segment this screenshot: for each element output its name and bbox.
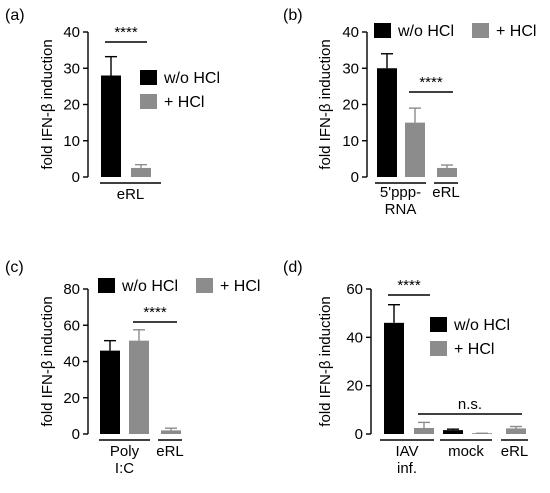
x-group-label: eRL [501, 443, 529, 460]
y-tick-label: 20 [63, 390, 80, 407]
significance-label: n.s. [458, 396, 482, 413]
legend-label: + HCl [454, 341, 494, 358]
legend-label: w/o HCl [453, 317, 510, 334]
legend-label: + HCl [220, 278, 260, 295]
bar [405, 122, 425, 177]
legend-swatch [140, 70, 157, 85]
bar [443, 430, 463, 434]
y-tick-label: 30 [63, 60, 80, 77]
x-group-label: eRL [156, 443, 184, 460]
y-tick-label: 0 [72, 426, 80, 443]
bar [129, 340, 149, 434]
bar [101, 75, 121, 177]
legend-label: w/o HCl [163, 70, 220, 87]
legend-label: + HCl [164, 94, 204, 111]
y-axis-label: fold IFN-β induction [39, 296, 56, 426]
legend-swatch [430, 317, 447, 332]
y-tick-label: 20 [342, 97, 359, 114]
y-tick-label: 40 [346, 329, 363, 346]
panel-label: (c) [5, 259, 24, 276]
legend-label: w/o HCl [397, 23, 454, 40]
y-axis-label: fold IFN-β induction [39, 39, 56, 169]
y-tick-label: 20 [346, 378, 363, 395]
y-tick-label: 80 [63, 281, 80, 298]
significance-label: **** [114, 24, 138, 41]
significance-label: **** [397, 277, 421, 294]
x-group-label: eRL [117, 186, 145, 203]
bar [437, 167, 457, 177]
y-tick-label: 60 [63, 317, 80, 334]
panel-label: (b) [283, 7, 303, 24]
y-tick-label: 10 [342, 133, 359, 150]
y-axis-label: fold IFN-β induction [317, 296, 334, 426]
legend-label: w/o HCl [121, 278, 178, 295]
y-tick-label: 0 [355, 426, 363, 443]
significance-label: **** [419, 74, 443, 91]
bar [131, 167, 151, 177]
significance-label: **** [143, 304, 167, 321]
bar [100, 350, 120, 434]
legend-label: + HCl [496, 23, 536, 40]
y-tick-label: 40 [63, 354, 80, 371]
legend-swatch [430, 341, 447, 356]
x-group-label: eRL [432, 184, 460, 201]
bar [384, 322, 404, 434]
legend-swatch [140, 94, 157, 109]
y-tick-label: 40 [63, 24, 80, 41]
panel-label: (d) [283, 259, 303, 276]
y-tick-label: 30 [342, 60, 359, 77]
y-tick-label: 0 [72, 169, 80, 186]
bar [377, 68, 397, 177]
bar [414, 427, 434, 434]
bar [506, 428, 526, 434]
x-group-label: mock [448, 443, 484, 460]
x-group-label: 5'ppp-RNA [380, 184, 421, 218]
y-tick-label: 10 [63, 133, 80, 150]
x-group-label: IAV inf. [395, 443, 418, 477]
legend-swatch [472, 23, 489, 38]
x-group-label: Poly I:C [110, 443, 140, 477]
y-tick-label: 60 [346, 281, 363, 298]
y-tick-label: 20 [63, 97, 80, 114]
y-tick-label: 0 [351, 169, 359, 186]
legend-swatch [98, 278, 115, 293]
y-tick-label: 40 [342, 24, 359, 41]
y-axis-label: fold IFN-β induction [317, 39, 334, 169]
panel-label: (a) [5, 7, 25, 24]
legend-swatch [374, 23, 391, 38]
bar [161, 430, 181, 434]
legend-swatch [196, 278, 213, 293]
